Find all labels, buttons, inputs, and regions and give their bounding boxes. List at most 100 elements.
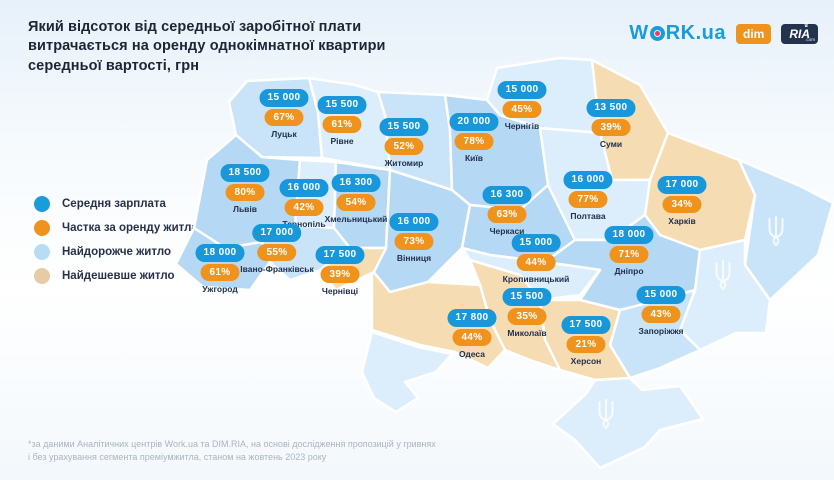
footnote-line: *за даними Аналітичних центрів Work.ua т… [28, 439, 436, 449]
region-shape-crimea [551, 376, 705, 470]
region-marker-kyiv: 20 000 78% Київ [449, 113, 499, 163]
city-label: Луцьк [271, 129, 297, 139]
legend: Середня зарплата Частка за оренду житла … [34, 196, 198, 284]
region-marker-kherson: 17 500 21% Херсон [561, 316, 611, 366]
rent-share-pill: 71% [609, 246, 649, 263]
salary-pill: 15 000 [636, 286, 686, 304]
rent-share-pill: 39% [320, 266, 360, 283]
city-label: Житомир [384, 158, 424, 168]
workua-logo: W RK .ua [629, 22, 726, 45]
rent-share-pill: 55% [257, 244, 297, 261]
salary-pill: 13 500 [586, 99, 636, 117]
workua-logo-text: W [629, 22, 649, 44]
region-marker-kropyvnytskyi: 15 000 44% Кропивницький [502, 234, 570, 284]
salary-pill: 18 000 [604, 226, 654, 244]
region-marker-chernivtsi: 17 500 39% Чернівці [315, 246, 365, 296]
legend-label: Найдешевше житло [62, 270, 175, 282]
city-label: Полтава [570, 211, 606, 221]
legend-item-expensive: Найдорожче житло [34, 244, 198, 260]
region-marker-lviv: 18 500 80% Львів [220, 164, 270, 214]
ria-logo-text: RIA [789, 26, 810, 41]
cheap-dot-icon [34, 268, 50, 284]
salary-dot-icon [34, 196, 50, 212]
city-label: Ужгород [202, 284, 238, 294]
header-logos: W RK .ua dim RIA ♛ .com [629, 22, 818, 45]
region-marker-zhytomyr: 15 500 52% Житомир [379, 118, 429, 168]
expensive-dot-icon [34, 244, 50, 260]
city-label: Миколаїв [507, 328, 547, 338]
rent-share-pill: 61% [200, 264, 240, 281]
salary-pill: 16 000 [279, 179, 329, 197]
rent-share-pill: 73% [394, 233, 434, 250]
rent-share-pill: 80% [225, 184, 265, 201]
region-marker-ternopil: 16 000 42% Тернопіль [279, 179, 329, 229]
ria-logo: RIA ♛ .com [781, 23, 818, 44]
title-line: середньої вартості, грн [28, 57, 200, 74]
salary-pill: 17 000 [252, 224, 302, 242]
region-shape-budjak [360, 330, 454, 414]
region-marker-uzhhorod: 18 000 61% Ужгород [195, 244, 245, 294]
salary-pill: 15 000 [511, 234, 561, 252]
legend-item-cheap: Найдешевше житло [34, 268, 198, 284]
rent-share-pill: 44% [516, 254, 556, 271]
salary-pill: 16 000 [389, 213, 439, 231]
city-label: Івано-Франківськ [240, 264, 314, 274]
salary-pill: 15 000 [259, 89, 309, 107]
region-marker-vinnytsia: 16 000 73% Вінниця [389, 213, 439, 263]
legend-label: Частка за оренду житла [62, 222, 198, 234]
region-marker-odesa: 17 800 44% Одеса [447, 309, 497, 359]
footnote-line: і без урахування сегмента преміумжитла, … [28, 451, 327, 462]
rent-share-pill: 45% [502, 101, 542, 118]
rent-share-pill: 39% [591, 119, 631, 136]
workua-logo-suffix: .ua [695, 22, 726, 44]
city-label: Київ [464, 153, 484, 163]
city-label: Хмельницький [324, 214, 388, 224]
city-label: Черкаси [489, 226, 525, 236]
region-marker-ivano-frankivsk: 17 000 55% Івано-Франківськ [240, 224, 314, 274]
city-label: Харків [668, 216, 696, 226]
salary-pill: 16 000 [563, 171, 613, 189]
salary-pill: 20 000 [449, 113, 499, 131]
salary-pill: 17 500 [315, 246, 365, 264]
dim-logo: dim [735, 23, 772, 44]
salary-pill: 17 800 [447, 309, 497, 327]
rent-share-pill: 34% [662, 196, 702, 213]
city-label: Кропивницький [502, 274, 570, 284]
region-marker-poltava: 16 000 77% Полтава [563, 171, 613, 221]
rent-share-pill: 42% [284, 199, 324, 216]
salary-pill: 18 500 [220, 164, 270, 182]
region-marker-chernihiv: 15 000 45% Чернігів [497, 81, 547, 131]
rent-share-pill: 77% [568, 191, 608, 208]
salary-pill: 15 500 [379, 118, 429, 136]
rent-share-dot-icon [34, 220, 50, 236]
salary-pill: 17 000 [657, 176, 707, 194]
region-shape-luhansk [737, 158, 834, 302]
workua-o-mark-icon [649, 26, 665, 41]
rent-share-pill: 63% [487, 206, 527, 223]
rent-share-pill: 61% [322, 116, 362, 133]
city-label: Суми [599, 139, 623, 149]
rent-share-pill: 78% [454, 133, 494, 150]
city-label: Чернігів [504, 121, 540, 131]
region-marker-dnipro: 18 000 71% Дніпро [604, 226, 654, 276]
rent-share-pill: 52% [384, 138, 424, 155]
salary-pill: 18 000 [195, 244, 245, 262]
region-marker-mykolaiv: 15 500 35% Миколаїв [502, 288, 552, 338]
city-label: Вінниця [396, 253, 432, 263]
region-marker-lutsk: 15 000 67% Луцьк [259, 89, 309, 139]
footnote: *за даними Аналітичних центрів Work.ua т… [28, 438, 436, 463]
workua-logo-text: RK [665, 22, 696, 44]
city-label: Дніпро [614, 266, 644, 276]
legend-item-salary: Середня зарплата [34, 196, 198, 212]
rent-share-pill: 43% [641, 306, 681, 323]
legend-label: Середня зарплата [62, 198, 166, 210]
rent-share-pill: 44% [452, 329, 492, 346]
page-title: Який відсоток від середньої заробітної п… [28, 18, 386, 76]
city-label: Чернівці [321, 286, 359, 296]
city-label: Херсон [570, 356, 602, 366]
title-line: Який відсоток від середньої заробітної п… [28, 19, 362, 35]
city-label: Тернопіль [282, 219, 326, 229]
title-line: витрачається на оренду однокімнатної ква… [28, 38, 386, 55]
city-label: Запоріжжя [638, 326, 684, 336]
